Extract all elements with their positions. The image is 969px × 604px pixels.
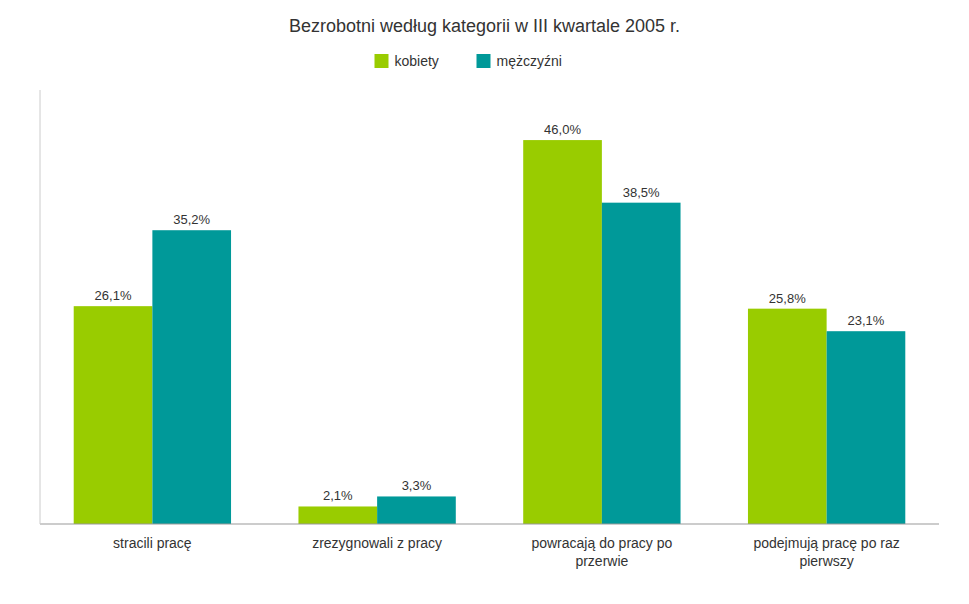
chart-svg: Bezrobotni według kategorii w III kwarta… (0, 0, 969, 604)
bar (748, 309, 827, 524)
legend-label: kobiety (395, 53, 439, 69)
legend-swatch (477, 54, 491, 68)
x-axis-line (40, 524, 939, 525)
bar (827, 331, 906, 524)
data-label: 3,3% (402, 478, 432, 493)
x-tick-label: zrezygnowali z pracy (312, 535, 442, 551)
bars (74, 140, 906, 524)
bar (152, 230, 231, 524)
data-label: 35,2% (173, 212, 210, 227)
bar (377, 496, 456, 524)
x-tick-label: powracają do pracy poprzerwie (531, 535, 672, 569)
y-axis-line (40, 90, 41, 524)
x-tick-label: stracili pracę (113, 535, 192, 551)
data-label: 2,1% (323, 488, 353, 503)
legend-swatch (375, 54, 389, 68)
x-tick-label: podejmują pracę po razpierwszy (753, 535, 899, 569)
data-label: 38,5% (623, 185, 660, 200)
legend: kobiety mężczyźni (375, 53, 562, 69)
data-label: 23,1% (848, 313, 885, 328)
bar (602, 203, 681, 524)
bar (523, 140, 602, 524)
chart-title: Bezrobotni według kategorii w III kwarta… (289, 16, 680, 36)
data-label: 25,8% (769, 291, 806, 306)
data-label: 26,1% (95, 288, 132, 303)
bar (74, 306, 153, 524)
legend-label: mężczyźni (497, 53, 562, 69)
chart-container: Bezrobotni według kategorii w III kwarta… (0, 0, 969, 604)
bar (298, 506, 377, 524)
data-label: 46,0% (544, 122, 581, 137)
